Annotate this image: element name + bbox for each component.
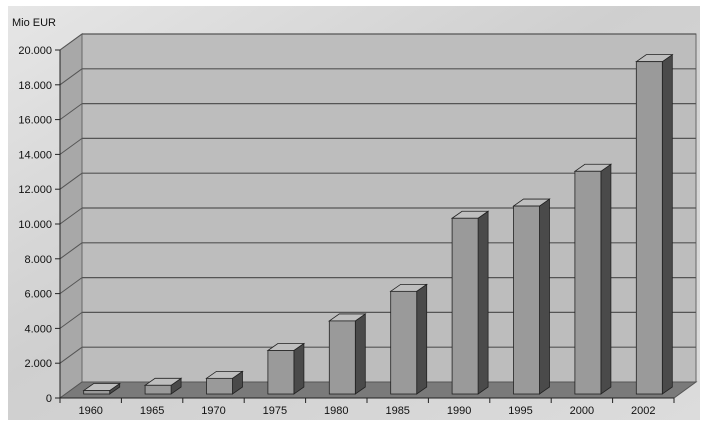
bar <box>513 205 540 395</box>
x-tick-label: 2000 <box>570 405 594 417</box>
x-tick-label: 2002 <box>631 405 655 417</box>
y-tick-label: 6.000 <box>24 289 52 301</box>
x-tick-label: 1970 <box>201 405 225 417</box>
y-tick-label: 10.000 <box>18 219 52 231</box>
gridline-side <box>59 242 83 260</box>
bar-side <box>600 163 612 395</box>
bar <box>144 384 172 395</box>
bar-side <box>293 342 305 395</box>
y-tick-label: 8.000 <box>24 254 52 266</box>
bar-side <box>539 198 550 395</box>
y-tick-label: 14.000 <box>18 149 52 161</box>
x-tick-label: 1985 <box>385 405 409 417</box>
y-tick-label: 18.000 <box>18 80 52 92</box>
y-tick-label: 0 <box>46 393 52 405</box>
gridline-side <box>59 346 83 364</box>
y-axis-label: Mio EUR <box>12 17 56 29</box>
gridline-side <box>59 68 83 86</box>
bar <box>83 390 111 395</box>
gridline-side <box>59 33 83 51</box>
y-tick-label: 16.000 <box>18 115 52 127</box>
bar <box>390 290 418 395</box>
bar <box>206 377 233 395</box>
y-tick-label: 2.000 <box>24 358 52 370</box>
bar <box>328 320 356 395</box>
gridline-side <box>59 172 83 190</box>
bar <box>574 170 602 395</box>
y-tick-label: 12.000 <box>18 184 52 196</box>
x-tick-label: 1995 <box>508 405 532 417</box>
x-tick-label: 1980 <box>324 405 348 417</box>
gridline-side <box>59 137 83 155</box>
gridline-side <box>59 277 83 295</box>
bar-side <box>416 283 428 395</box>
x-tick-label: 1965 <box>140 405 164 417</box>
x-tick-label: 1990 <box>447 405 471 417</box>
bar-side <box>354 313 366 395</box>
x-tick-label: 1975 <box>263 405 287 417</box>
bar <box>635 61 663 395</box>
bar <box>451 217 479 395</box>
bar <box>267 350 295 395</box>
x-tick-label: 1960 <box>78 405 102 417</box>
bar-side <box>477 210 489 395</box>
gridline-side <box>59 103 83 121</box>
gridline-side <box>59 207 83 225</box>
y-tick-label: 4.000 <box>24 323 52 335</box>
y-tick-label: 20.000 <box>18 45 52 57</box>
bar-side <box>661 53 673 395</box>
gridline-side <box>59 311 83 329</box>
